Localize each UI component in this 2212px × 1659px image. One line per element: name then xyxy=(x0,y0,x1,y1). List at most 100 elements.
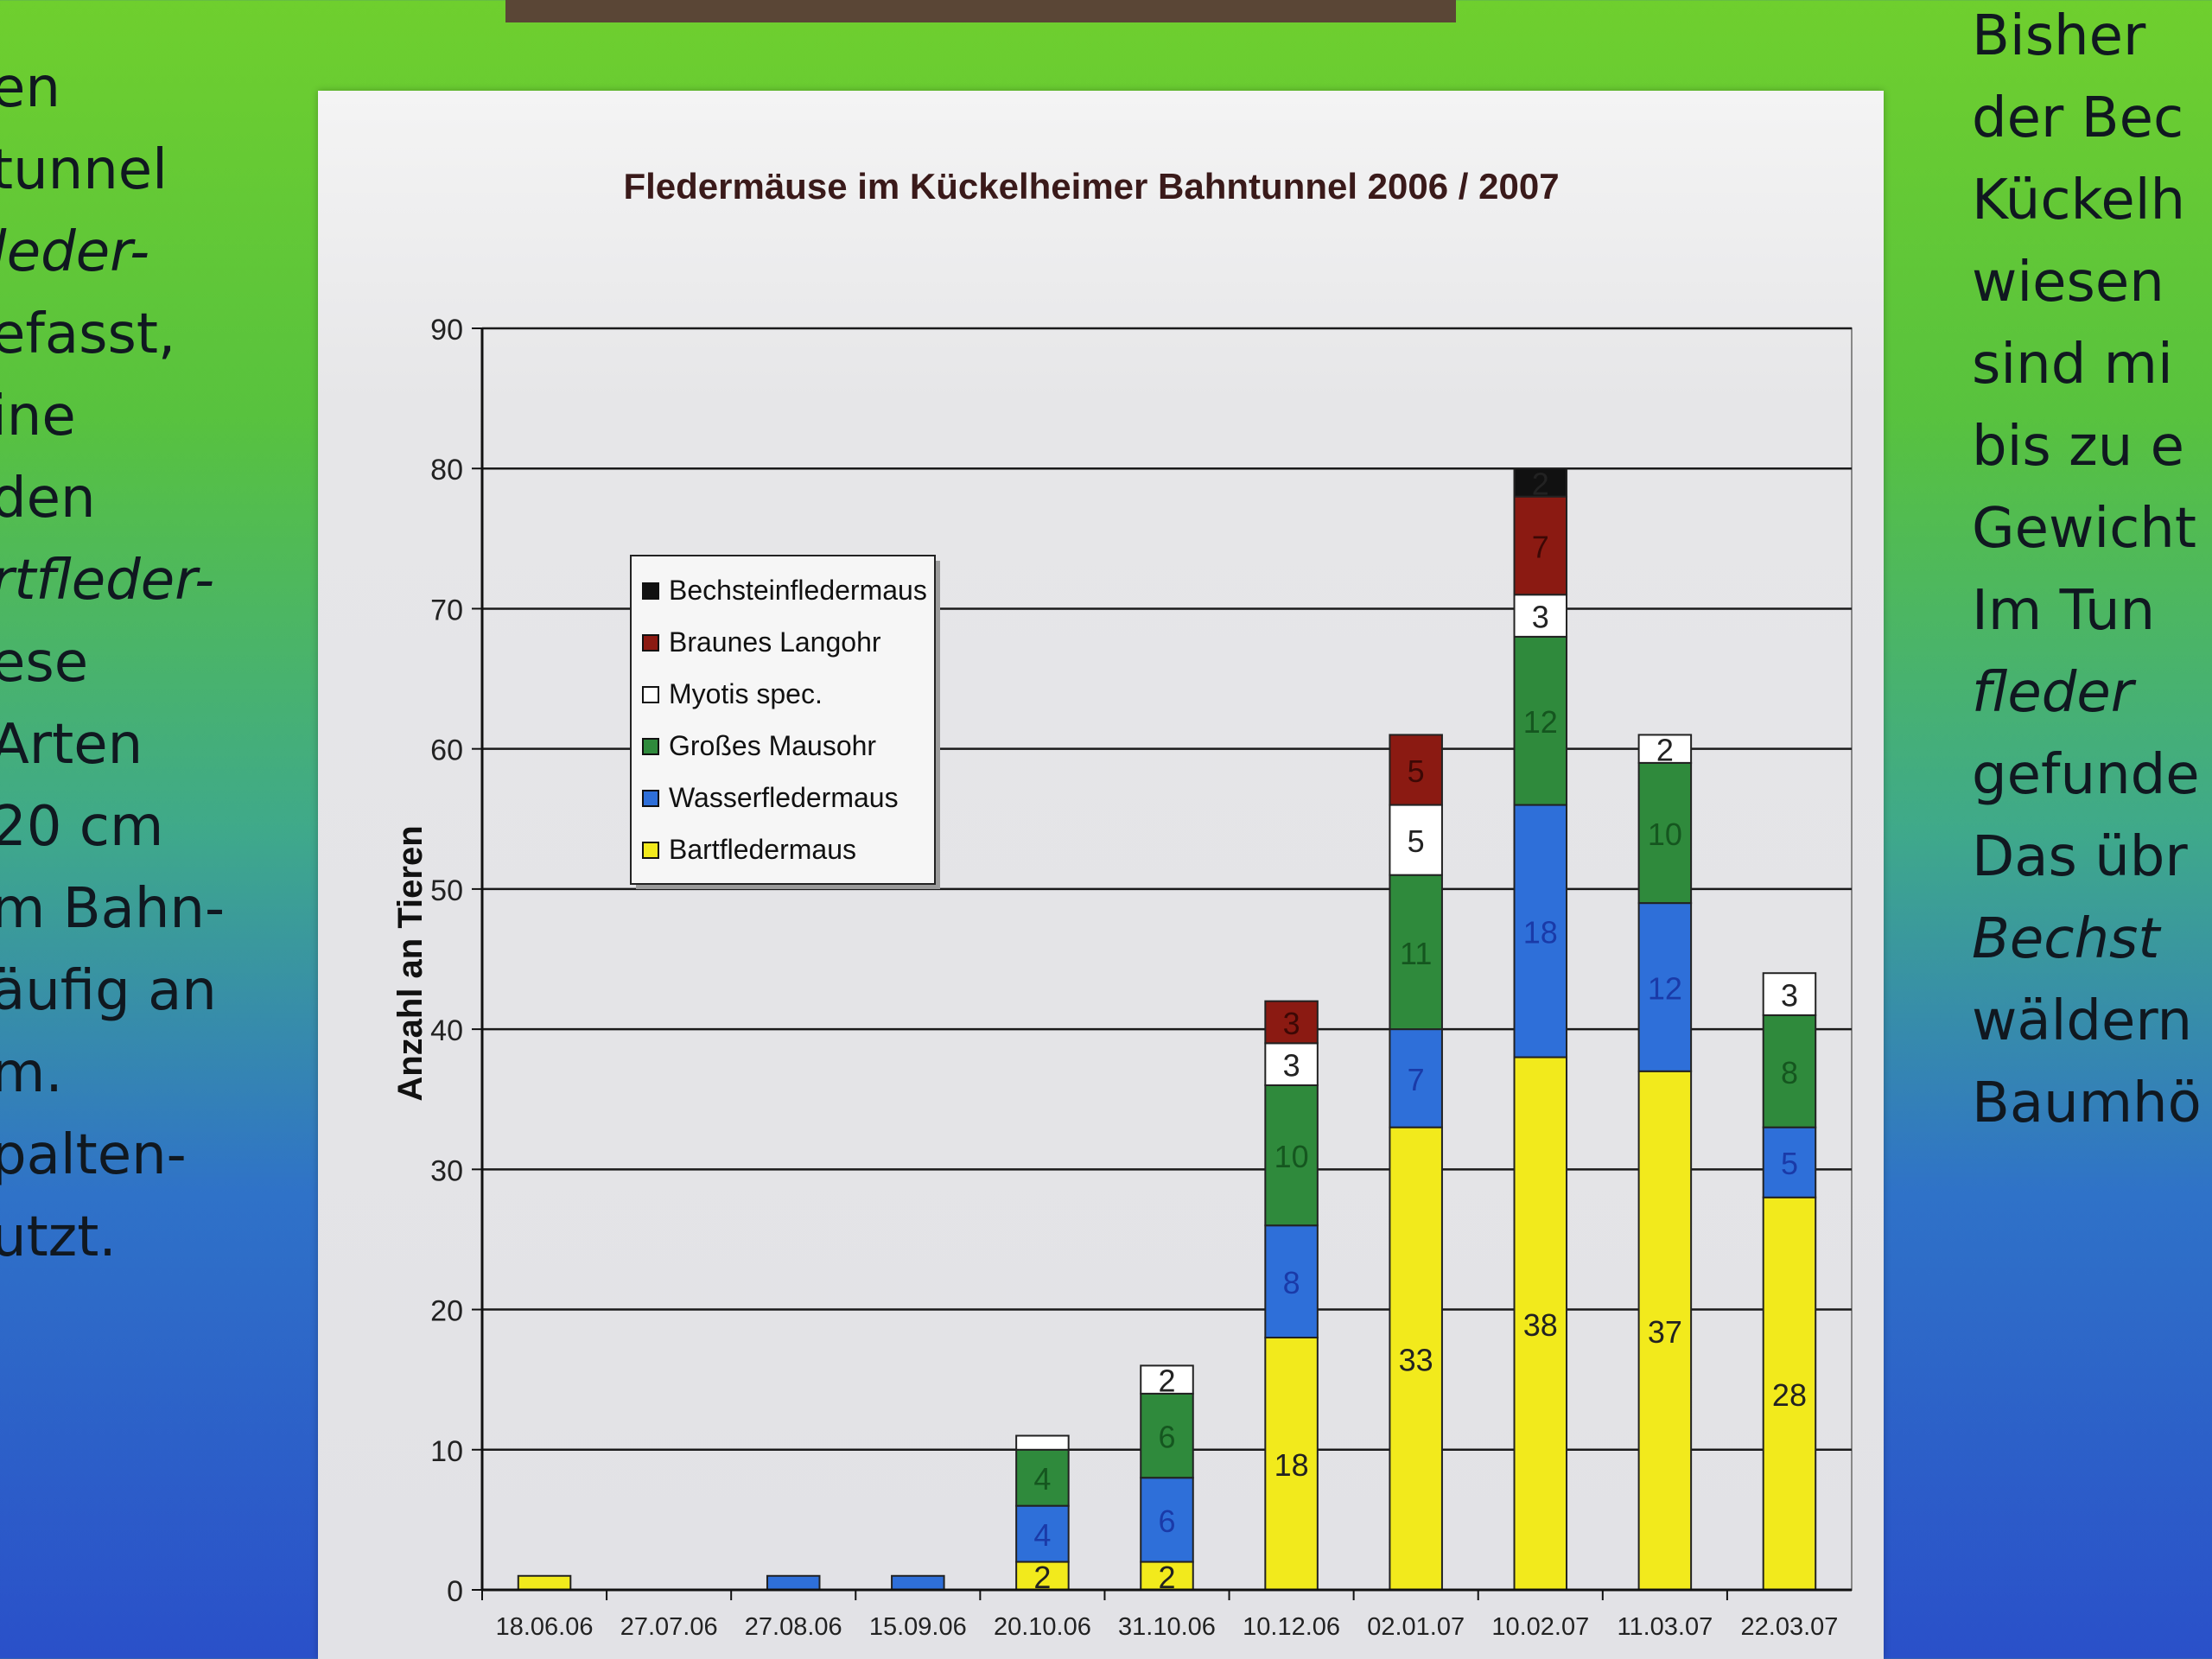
legend-label: Wasserfledermaus xyxy=(669,782,899,813)
legend-box xyxy=(630,555,936,885)
right-text-column: Bisher der Bec Kückelh wiesen sind mi bis zu … xyxy=(1972,0,2212,1145)
bars: 2442662188103333711553818123723712102285… xyxy=(517,466,1817,1595)
bar-segment xyxy=(1389,874,1443,1031)
data-label: 12 xyxy=(1648,970,1682,1006)
text-line: tunnel xyxy=(0,138,168,202)
legend-swatch xyxy=(642,842,659,859)
text-line: leder- xyxy=(0,220,150,284)
data-label: 4 xyxy=(1033,1461,1051,1497)
data-label: 5 xyxy=(1781,1146,1798,1181)
data-label: 37 xyxy=(1648,1314,1682,1350)
axes: 0 10 20 30 40 50 60 70 80 90 18.06.06 27.07.06 27.08… xyxy=(430,314,1852,1641)
data-label: 12 xyxy=(1523,704,1558,740)
legend-swatch xyxy=(642,582,659,600)
y-axis-label: Anzahl an Tieren xyxy=(391,825,429,1101)
text-line: Bisher xyxy=(1972,4,2146,68)
text-line: m Bahn- xyxy=(0,877,226,941)
bar-segment xyxy=(891,1574,945,1592)
legend-swatch xyxy=(642,738,659,755)
bar-segment xyxy=(1513,635,1568,806)
text-line: Baumhö xyxy=(1972,1071,2202,1135)
x-tick-label: 02.01.07 xyxy=(1367,1613,1465,1641)
data-label: 2 xyxy=(1158,1363,1175,1399)
y-tick-label: 30 xyxy=(430,1154,463,1187)
legend-label: Braunes Langohr xyxy=(669,626,881,658)
legend: Bechsteinfledermaus Braunes Langohr Myotis… xyxy=(630,555,940,889)
data-label: 5 xyxy=(1408,823,1425,859)
text-line: m. xyxy=(0,1041,63,1105)
legend-label: Bartfledermaus xyxy=(669,834,856,865)
left-text-column: en tunnel leder-efasst, ine den rtfleder-ese A… xyxy=(0,48,302,1279)
x-tick-label: 18.06.06 xyxy=(496,1613,594,1641)
text-line: den xyxy=(0,467,96,531)
y-tick-label: 60 xyxy=(430,734,463,767)
data-label: 8 xyxy=(1283,1265,1300,1300)
text-line: 20 cm xyxy=(0,795,164,859)
text-line: palten- xyxy=(0,1123,187,1187)
photo-strip xyxy=(505,0,1456,22)
bar-segment xyxy=(1762,1126,1817,1198)
bar-segment xyxy=(1264,1084,1319,1227)
x-tick-label: 31.10.06 xyxy=(1118,1613,1216,1641)
data-label: 18 xyxy=(1274,1447,1309,1483)
text-line: en xyxy=(0,56,60,120)
text-line: Im Tun xyxy=(1972,579,2156,643)
data-label: 18 xyxy=(1523,915,1558,950)
bar-segment xyxy=(1264,1224,1319,1338)
data-label: 6 xyxy=(1158,1503,1175,1539)
legend-label: Myotis spec. xyxy=(669,678,823,709)
text-line: äufig an xyxy=(0,959,217,1023)
text-line: Arten xyxy=(0,713,143,777)
legend-label: Großes Mausohr xyxy=(669,730,876,761)
y-tick-label: 0 xyxy=(447,1575,463,1608)
y-tick-label: 40 xyxy=(430,1014,463,1047)
data-label: 28 xyxy=(1772,1377,1807,1413)
bar-segment xyxy=(1140,1477,1194,1563)
data-label: 5 xyxy=(1408,753,1425,789)
text-line: Gewicht xyxy=(1972,497,2196,561)
text-line: Das übr xyxy=(1972,825,2188,889)
x-tick-label: 22.03.07 xyxy=(1741,1613,1839,1641)
bar-segment xyxy=(517,1574,572,1592)
text-line: wäldern xyxy=(1972,989,2193,1053)
text-line: der Bec xyxy=(1972,86,2184,150)
data-label: 38 xyxy=(1523,1307,1558,1343)
x-tick-label: 20.10.06 xyxy=(994,1613,1091,1641)
text-line: efasst, xyxy=(0,302,176,366)
y-tick-label: 10 xyxy=(430,1435,463,1468)
bar-segment xyxy=(1637,734,1693,764)
text-line: sind mi xyxy=(1972,333,2173,397)
data-label: 10 xyxy=(1648,817,1682,852)
bar-segment xyxy=(1513,594,1568,638)
bar-segment xyxy=(1389,804,1443,876)
data-label: 3 xyxy=(1283,1006,1300,1041)
data-label: 10 xyxy=(1274,1139,1309,1174)
data-label: 2 xyxy=(1158,1560,1175,1595)
bar-segment xyxy=(1264,1000,1319,1045)
x-tick-label: 10.02.07 xyxy=(1491,1613,1589,1641)
bar-segment xyxy=(1389,734,1443,806)
y-tick-label: 20 xyxy=(430,1295,463,1328)
text-line: fleder xyxy=(1972,661,2134,725)
bar-segment xyxy=(1140,1364,1194,1395)
text-line: utzt. xyxy=(0,1205,117,1269)
bar-segment xyxy=(1015,1448,1070,1507)
data-label: 2 xyxy=(1532,466,1549,501)
y-tick-label: 80 xyxy=(430,454,463,486)
legend-swatch xyxy=(642,634,659,652)
bar-segment xyxy=(1513,467,1568,498)
data-label: 2 xyxy=(1656,733,1674,768)
text-line: wiesen xyxy=(1972,251,2164,315)
y-tick-label: 70 xyxy=(430,594,463,626)
text-line: Kückelh xyxy=(1972,168,2186,232)
data-label: 33 xyxy=(1399,1342,1433,1377)
x-tick-label: 10.12.06 xyxy=(1243,1613,1340,1641)
text-line: gefunde xyxy=(1972,743,2200,807)
data-label: 6 xyxy=(1158,1420,1175,1455)
bar-segment xyxy=(1015,1504,1070,1563)
legend-label: Bechsteinfledermaus xyxy=(669,575,927,606)
text-line: ese xyxy=(0,631,89,695)
data-label: 7 xyxy=(1532,529,1549,564)
bar-segment xyxy=(1389,1126,1443,1591)
text-line: bis zu e xyxy=(1972,415,2184,479)
